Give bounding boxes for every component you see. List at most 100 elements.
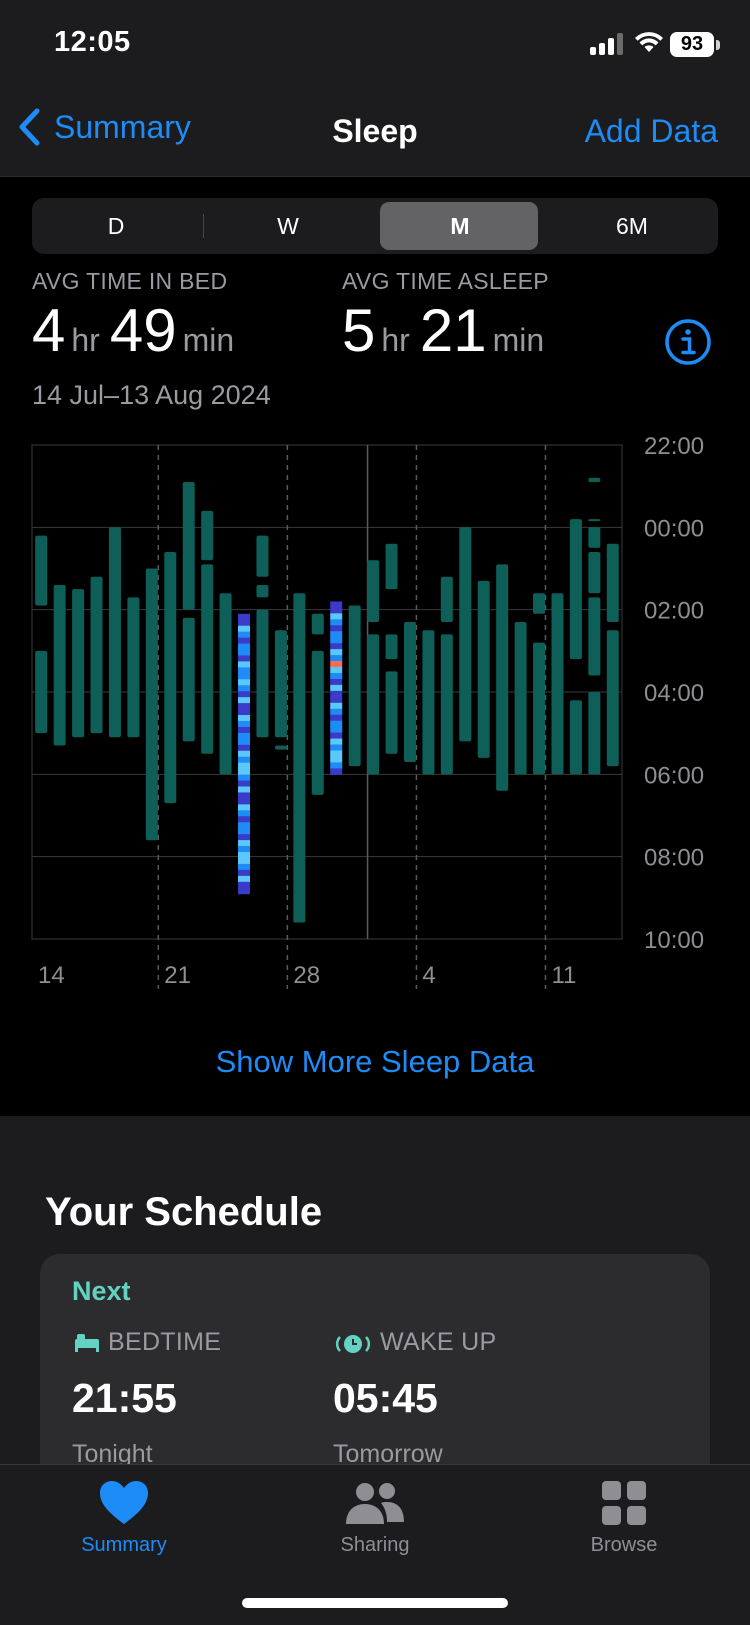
in-bed-bar [35,650,48,734]
sleep-stage-segment [330,601,343,608]
in-bed-bar [385,543,398,590]
sleep-stage-segment [238,715,251,722]
in-bed-bar [256,584,269,598]
battery-tip [716,40,720,50]
segment-day[interactable]: D [107,213,125,239]
sleep-stage-segment [238,852,251,859]
sleep-stage-segment [238,738,251,746]
tab-summary-label: Summary [81,1534,167,1556]
segment-selected-indicator [380,202,538,250]
schedule-next-label: Next [72,1276,131,1306]
sleep-stage-segment [238,732,251,740]
sleep-stage-segment [238,649,251,656]
sleep-stage-segment [330,696,343,704]
in-bed-bar [274,630,287,738]
sleep-stage-segment [330,631,343,638]
sleep-stage-segment [238,863,251,871]
show-more-sleep-data-button[interactable]: Show More Sleep Data [215,1044,535,1079]
min-unit: min [182,322,235,358]
sleep-stage-segment [238,846,251,853]
segment-week[interactable]: W [277,213,299,239]
segment-month[interactable]: M [450,213,470,239]
page-title: Sleep [332,113,418,149]
in-bed-bar [53,584,66,746]
in-bed-bar [477,580,490,758]
tab-summary[interactable]: Summary [24,1480,224,1557]
in-bed-bar [145,568,158,841]
sleep-stage-segment [238,869,251,877]
x-tick-label: 11 [551,962,576,989]
sleep-stage-segment [238,631,251,639]
sleep-stage-segment [238,637,251,645]
in-bed-bar [311,613,324,635]
in-bed-bar [293,593,306,923]
sleep-stage-segment [330,762,343,769]
in-bed-bar [182,617,195,742]
in-bed-bar [127,597,140,738]
hr-unit: hr [381,322,410,358]
sleep-stage-segment [330,726,343,734]
sleep-stage-segment [238,816,251,823]
tab-browse-label: Browse [590,1534,658,1556]
in-bed-bar [219,593,232,775]
y-tick-label: 22:00 [644,433,704,460]
sleep-stage-segment [330,684,343,692]
y-tick-label: 04:00 [644,680,704,707]
sleep-stage-segment [330,655,343,662]
avg-time-in-bed-value: 4 hr 49 min [32,296,244,365]
sleep-stage-segment [238,744,251,752]
tab-sharing[interactable]: Sharing [275,1480,475,1557]
bedtime-label-text: BEDTIME [108,1328,222,1356]
sleep-stage-segment [238,667,251,674]
sleep-stage-segment [330,625,343,632]
in-bed-bar [367,634,380,775]
sleep-stage-segment [238,822,251,829]
people-icon [346,1483,404,1524]
segment-six-months[interactable]: 6M [616,213,648,239]
y-tick-label: 06:00 [644,762,704,789]
sleep-stage-segment [238,697,251,704]
avg-time-in-bed-label: AVG TIME IN BED [32,268,228,294]
sleep-stage-segment [238,792,251,799]
sleep-stage-segment [238,679,251,686]
sleep-stage-segment [238,762,251,770]
in-bed-bar [606,543,619,623]
x-tick-label: 28 [293,962,320,989]
tab-sharing-label: Sharing [340,1534,410,1556]
x-tick-label: 21 [164,962,191,989]
back-button[interactable]: Summary [18,108,191,146]
sleep-stage-segment [238,810,251,817]
in-bed-bar [182,482,195,610]
sleep-stage-segment [330,672,343,680]
tab-browse[interactable]: Browse [524,1480,724,1557]
sleep-stage-segment [238,828,251,835]
battery-indicator: 93 [670,32,714,57]
status-bar [0,0,750,90]
alarm-clock-icon [335,1334,371,1353]
sleep-stage-segment [238,685,251,692]
in-bed-bar [588,692,601,775]
in-bed-bar [533,642,546,775]
sleep-stage-segment [330,714,343,722]
in-bed-bar [533,593,546,614]
in-bed-bar [385,634,398,660]
navigation-bar [0,90,750,177]
add-data-button[interactable]: Add Data [584,113,718,149]
sleep-stage-segment [238,798,251,805]
sleep-stage-segment [238,780,251,788]
in-bed-bar [422,630,435,775]
sleep-stage-segment [238,661,251,668]
in-bed-bar [551,593,564,775]
home-indicator [242,1598,508,1608]
info-icon[interactable] [664,318,712,366]
sleep-stage-segment [330,756,343,763]
sleep-stage-segment [238,726,251,734]
y-tick-label: 02:00 [644,598,704,625]
sleep-stage-segment [238,643,251,651]
in-bed-bar [108,527,121,738]
in-bed-hours: 4 [32,297,66,364]
status-time: 12:05 [54,26,131,58]
in-bed-bar [385,671,398,754]
y-tick-label: 08:00 [644,845,704,872]
in-bed-bar [440,576,453,623]
